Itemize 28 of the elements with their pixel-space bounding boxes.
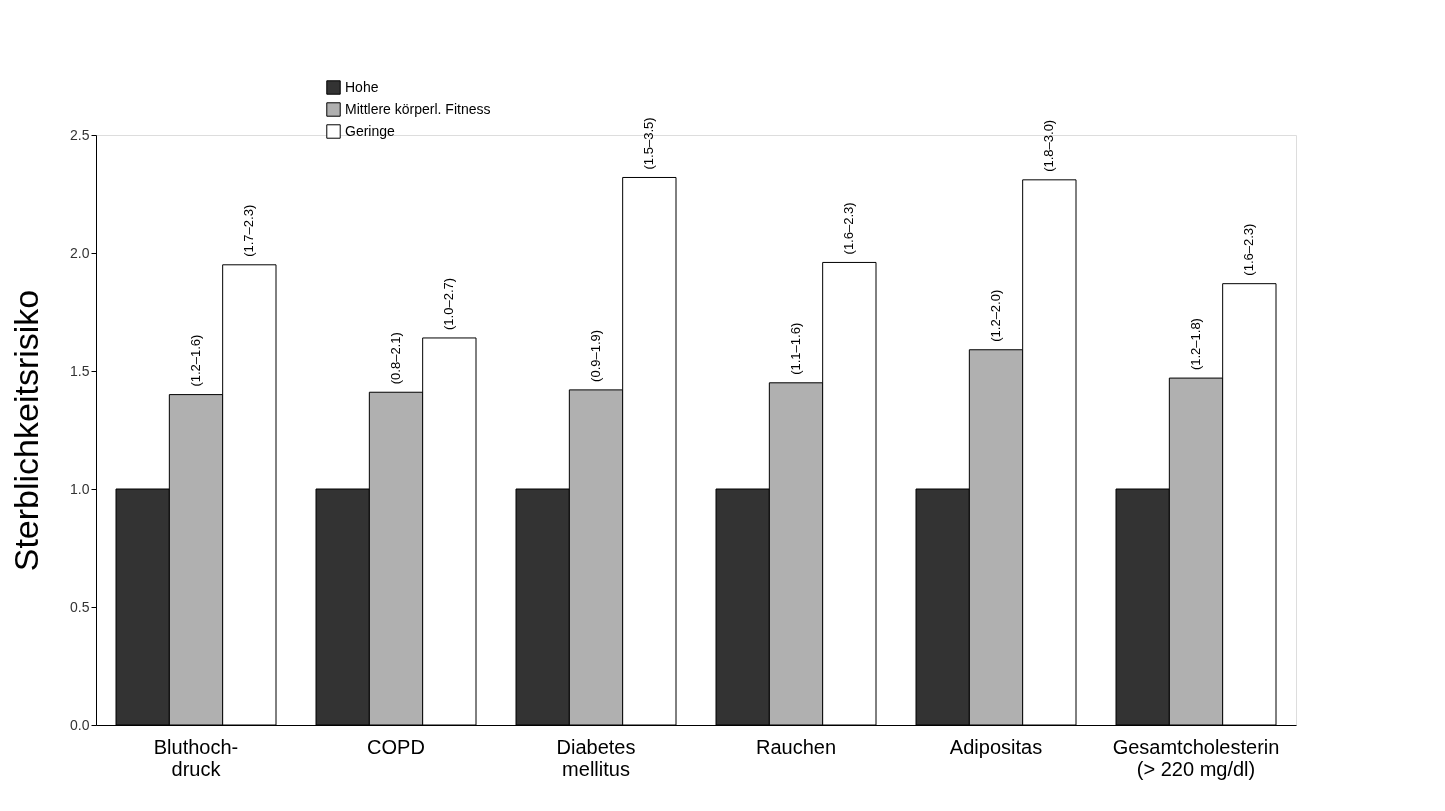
y-tick-label: 2.0 [70,244,90,261]
y-tick-label: 0.5 [70,598,90,615]
data-label: (1.2–1.8) [1188,318,1203,371]
x-tick-label: COPD [367,735,425,758]
legend-label: Hohe [345,78,379,95]
x-tick-label: Diabetes mellitus [556,735,636,780]
y-tick-label: 1.0 [70,480,90,497]
x-tick-label: Bluthoch- druck [153,735,239,780]
data-label: (1.6–2.3) [1241,223,1257,276]
x-tick-label: Rauchen [755,735,837,758]
y-tick-label: 2.5 [70,126,90,143]
data-label: (1.2–1.6) [188,334,203,387]
data-label: (0.9–1.9) [588,329,603,382]
y-tick-label: 0.0 [70,716,90,733]
y-tick-label: 1.5 [70,362,90,379]
data-label: (1.6–2.3) [841,202,857,255]
data-label: (1.0–2.7) [441,277,457,330]
x-tick-label: Gesamtcholesterin (> 220 mg/dl) [1112,735,1280,780]
legend-label: Mittlere körperl. Fitness [345,100,491,117]
data-label: (1.8–3.0) [1041,119,1057,172]
data-label: (1.2–2.0) [988,289,1003,342]
data-label: (1.7–2.3) [241,204,257,257]
legend-label: Geringe [345,122,396,139]
data-label: (1.1–1.6) [788,322,803,375]
y-axis-title: Sterblichkeitsrisiko [7,289,46,572]
x-tick-label: Adipositas [949,735,1043,758]
data-label: (0.8–2.1) [388,332,403,385]
data-label: (1.5–3.5) [641,117,657,170]
